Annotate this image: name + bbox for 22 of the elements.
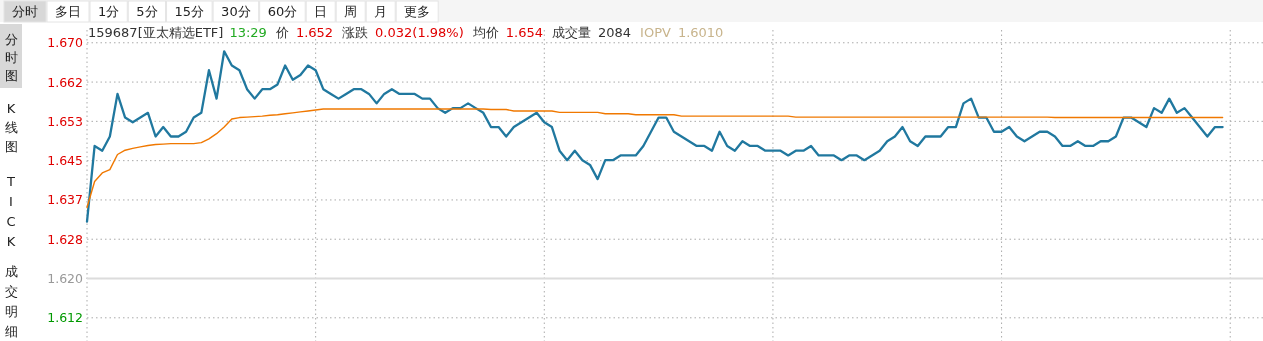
text: 价 (275, 25, 289, 40)
text: 1.6010 (677, 25, 724, 40)
text: 1.652 (295, 25, 334, 40)
text: 0.032(1.98%) (375, 25, 464, 40)
text: 1.654 (505, 25, 543, 40)
y-tick-label: 1.653 (47, 113, 83, 129)
side-tabs: 分时图 K线图 TICK 成交明细 (0, 24, 22, 339)
text: IOPV (640, 25, 671, 40)
text: 涨跌 (342, 25, 369, 40)
y-tick-label: 1.645 (47, 153, 83, 169)
text: 2084 (597, 25, 632, 40)
y-tick-label: 1.662 (47, 74, 83, 90)
y-tick-label: 1.670 (47, 35, 84, 51)
y-tick-label: 1.620 (47, 271, 84, 287)
tabs: 分时 多日 1分 5分 15分 30分 60分 日 周 月 更多 (0, 0, 1263, 23)
y-tick-label: 1.637 (47, 192, 83, 208)
text: 均价 (472, 25, 499, 40)
text: 成交量 (551, 25, 591, 40)
text: 13:29 (229, 25, 267, 40)
y-tick-label: 1.612 (47, 310, 83, 326)
chart-title: 159687[亚太精选ETF] (88, 25, 224, 40)
y-tick-label: 1.628 (47, 231, 84, 247)
